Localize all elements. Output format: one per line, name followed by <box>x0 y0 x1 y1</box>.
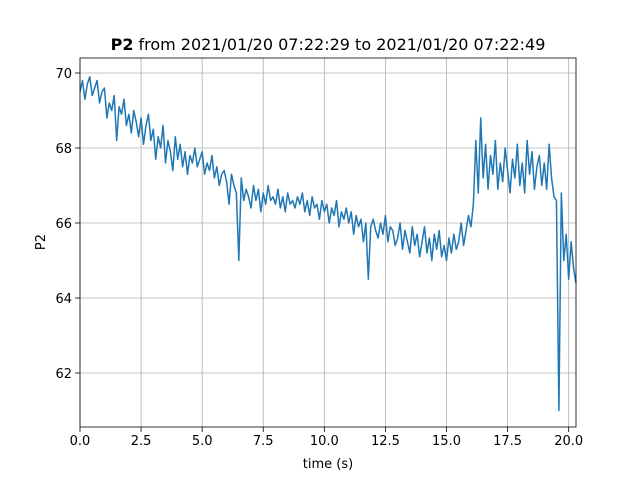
ticks: 0.0 2.5 5.0 7.5 10.0 12.5 15.0 17.5 20.0 62 64 66 68… <box>55 67 583 449</box>
y-tick-label: 64 <box>55 292 72 307</box>
y-tick-label: 62 <box>55 367 72 382</box>
chart-title: P2 from 2021/01/20 07:22:29 to 2021/01/20… <box>111 35 546 54</box>
data-line <box>79 76 577 412</box>
x-tick-label: 17.5 <box>493 434 522 449</box>
axes-frame <box>79 57 577 428</box>
x-tick-label: 10.0 <box>310 434 339 449</box>
x-tick-label: 20.0 <box>554 434 583 449</box>
x-tick-label: 12.5 <box>371 434 400 449</box>
y-tick-label: 66 <box>55 217 72 232</box>
title-variable: P2 <box>111 35 134 54</box>
grid <box>79 58 576 427</box>
title-range: from 2021/01/20 07:22:29 to 2021/01/20 0… <box>138 35 545 54</box>
x-axis-label: time (s) <box>303 457 353 472</box>
plot <box>79 76 577 412</box>
x-tick-label: 15.0 <box>432 434 461 449</box>
x-tick-label: 0.0 <box>70 434 91 449</box>
x-tick-label: 5.0 <box>192 434 213 449</box>
x-tick-label: 2.5 <box>131 434 152 449</box>
y-tick-label: 70 <box>55 67 72 82</box>
y-tick-label: 68 <box>55 142 72 157</box>
x-tick-label: 7.5 <box>253 434 274 449</box>
y-axis-label: P2 <box>34 234 49 250</box>
